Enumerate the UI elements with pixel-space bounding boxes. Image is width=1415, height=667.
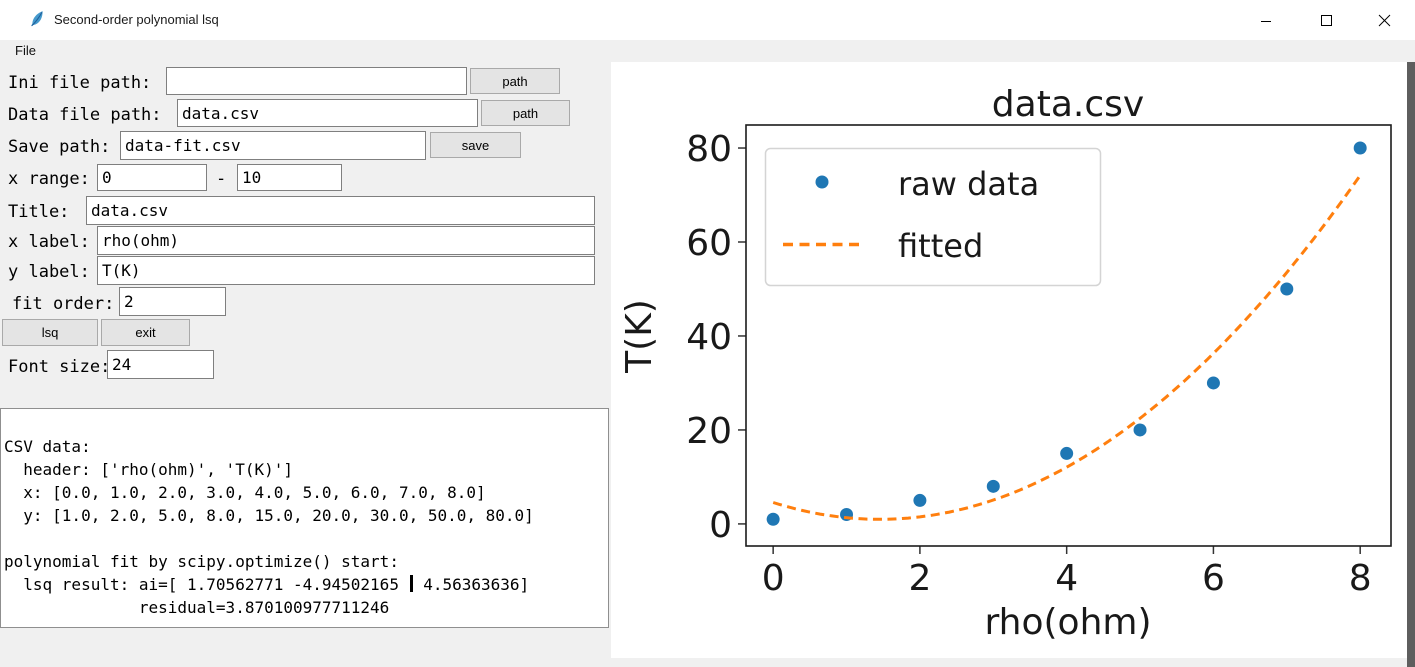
console-line <box>4 412 606 435</box>
close-button[interactable] <box>1361 0 1407 40</box>
title-input[interactable] <box>86 196 595 225</box>
legend-label-fitted: fitted <box>898 227 983 265</box>
data-point <box>1060 446 1074 460</box>
y-tick-label: 80 <box>686 129 732 170</box>
minimize-button[interactable] <box>1243 0 1289 40</box>
ini-file-path-input[interactable] <box>166 67 467 95</box>
console-line: y: [1.0, 2.0, 5.0, 8.0, 15.0, 20.0, 30.0… <box>4 506 534 525</box>
y-tick-label: 60 <box>686 223 732 264</box>
desktop-edge <box>1407 62 1415 667</box>
maximize-icon <box>1320 14 1332 26</box>
console-line: x: [0.0, 1.0, 2.0, 3.0, 4.0, 5.0, 6.0, 7… <box>4 483 486 502</box>
close-icon <box>1378 14 1390 26</box>
tk-feather-icon <box>30 11 43 27</box>
legend-label-raw-data: raw data <box>898 165 1039 203</box>
maximize-button[interactable] <box>1303 0 1349 40</box>
fit-order-label: fit order: <box>12 294 115 314</box>
lsq-button[interactable]: lsq <box>2 319 98 346</box>
y-label-label: y label: <box>8 262 90 282</box>
data-point <box>986 479 1000 493</box>
x-axis-label: rho(ohm) <box>984 602 1151 643</box>
data-point <box>766 512 780 526</box>
data-point <box>1133 423 1147 437</box>
result-before-cursor: lsq result: ai=[ 1.70562771 -4.94502165 <box>4 575 409 594</box>
x-tick-label: 8 <box>1349 558 1372 599</box>
data-point <box>1353 141 1367 155</box>
x-tick-label: 6 <box>1202 558 1225 599</box>
y-tick-label: 0 <box>709 505 732 546</box>
x-label-input[interactable] <box>97 226 595 255</box>
x-label-label: x label: <box>8 232 90 252</box>
ini-file-path-label: Ini file path: <box>8 73 152 93</box>
legend: raw data fitted <box>764 147 1102 287</box>
result-after-cursor: 4.56363636] <box>413 575 530 594</box>
legend-marker-raw-data <box>815 175 829 189</box>
menu-file[interactable]: File <box>15 43 36 58</box>
axes-frame <box>745 124 1392 547</box>
title-label: Title: <box>8 202 70 222</box>
save-button[interactable]: save <box>430 132 521 158</box>
control-panel: Ini file path: path Data file path: path… <box>0 62 611 667</box>
x-range-separator: - <box>216 169 227 189</box>
data-file-path-input[interactable] <box>177 99 478 127</box>
y-tick-label: 20 <box>686 411 732 452</box>
minimize-icon <box>1261 21 1271 22</box>
window-title: Second-order polynomial lsq <box>54 12 219 27</box>
save-path-input[interactable] <box>120 131 426 160</box>
text-cursor <box>409 575 413 592</box>
x-tick-label: 2 <box>908 558 931 599</box>
data-path-button[interactable]: path <box>481 100 570 126</box>
y-label-input[interactable] <box>97 256 595 285</box>
x-range-from-input[interactable] <box>97 164 207 191</box>
x-tick-label: 4 <box>1055 558 1078 599</box>
console-text-widget[interactable]: CSV data: header: ['rho(ohm)', 'T(K)'] x… <box>0 408 609 628</box>
plot-canvas: 0 2 4 6 8 0 20 40 60 80 data.csv rho(ohm) T(K) ra… <box>611 62 1407 667</box>
console-line: header: ['rho(ohm)', 'T(K)'] <box>4 460 293 479</box>
menubar: File <box>0 40 1415 62</box>
data-point <box>1280 282 1294 296</box>
font-size-label: Font size: <box>8 357 111 377</box>
data-point <box>1206 376 1220 390</box>
ini-path-button[interactable]: path <box>470 68 560 94</box>
plot-panel-margin <box>611 658 1407 667</box>
console-line: polynomial fit by scipy.optimize() start… <box>4 552 399 571</box>
y-tick-label: 40 <box>686 317 732 358</box>
fitted-curve <box>772 174 1362 521</box>
x-range-label: x range: <box>8 169 90 189</box>
save-path-label: Save path: <box>8 137 111 157</box>
console-line-lsq-result: lsq result: ai=[ 1.70562771 -4.94502165 … <box>4 573 606 596</box>
titlebar[interactable]: Second-order polynomial lsq <box>0 0 1415 40</box>
data-point <box>913 493 927 507</box>
chart-title: data.csv <box>992 84 1144 125</box>
font-size-input[interactable] <box>107 350 214 379</box>
fit-order-input[interactable] <box>119 287 226 316</box>
legend-box <box>764 147 1102 287</box>
exit-button[interactable]: exit <box>101 319 190 346</box>
console-line: CSV data: <box>4 437 91 456</box>
console-line <box>4 527 606 550</box>
data-file-path-label: Data file path: <box>8 105 162 125</box>
console-line-residual: residual=3.870100977711246 <box>4 598 390 617</box>
x-tick-label: 0 <box>762 558 785 599</box>
y-axis-label: T(K) <box>619 299 660 374</box>
x-range-to-input[interactable] <box>237 164 342 191</box>
